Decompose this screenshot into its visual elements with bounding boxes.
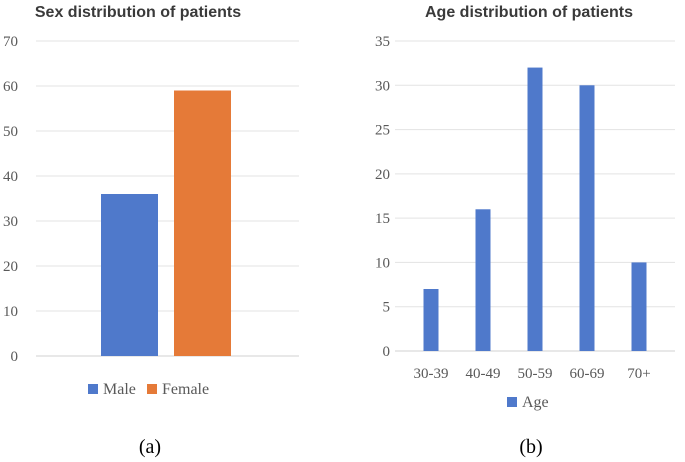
sex-distribution-chart: Sex distribution of patients 0 10 20 30 40 50… (3, 4, 299, 458)
y-tick-label: 5 (383, 300, 391, 316)
x-tick-label: 30-39 (414, 366, 449, 382)
y-tick-label: 25 (375, 123, 390, 139)
legend-label-male: Male (103, 381, 136, 398)
legend: Age (507, 394, 549, 411)
y-axis-ticks: 0 5 10 15 20 25 30 35 (375, 34, 390, 360)
y-tick-label: 0 (383, 344, 391, 360)
panel-label-b: (b) (519, 436, 542, 458)
bar-age-4 (631, 262, 647, 351)
y-tick-label: 20 (375, 167, 390, 183)
y-tick-label: 50 (3, 124, 18, 140)
chart-title: Sex distribution of patients (35, 4, 241, 21)
x-axis-ticks: 30-39 40-49 50-59 60-69 70+ (414, 366, 651, 382)
x-tick-label: 70+ (627, 366, 650, 382)
legend: Male Female (88, 381, 209, 398)
y-tick-label: 70 (3, 34, 18, 50)
x-tick-label: 40-49 (466, 366, 501, 382)
bars (101, 90, 231, 356)
legend-label-female: Female (162, 381, 209, 398)
legend-swatch-female (147, 384, 157, 394)
y-tick-label: 0 (11, 349, 19, 365)
y-tick-label: 15 (375, 211, 390, 227)
panel-label-a: (a) (139, 436, 161, 458)
y-tick-label: 35 (375, 34, 390, 50)
legend-label-age: Age (522, 394, 549, 411)
y-tick-label: 30 (3, 214, 18, 230)
bar-age-2 (527, 67, 543, 352)
age-distribution-chart: Age distribution of patients 0 5 10 15 20 25 3… (375, 4, 675, 458)
gridlines (36, 40, 299, 357)
bar-male (101, 194, 158, 356)
y-axis-ticks: 0 10 20 30 40 50 60 70 (3, 34, 18, 365)
legend-swatch-age (507, 397, 517, 407)
bar-age-1 (475, 209, 491, 351)
y-tick-label: 10 (3, 304, 18, 320)
x-tick-label: 50-59 (518, 366, 553, 382)
y-tick-label: 60 (3, 79, 18, 95)
y-tick-label: 40 (3, 169, 18, 185)
bars (423, 67, 647, 352)
y-tick-label: 10 (375, 255, 390, 271)
y-tick-label: 30 (375, 78, 390, 94)
bar-age-0 (423, 289, 439, 351)
bar-age-3 (579, 85, 595, 352)
x-tick-label: 60-69 (570, 366, 605, 382)
legend-swatch-male (88, 384, 98, 394)
y-tick-label: 20 (3, 259, 18, 275)
chart-title: Age distribution of patients (425, 4, 633, 21)
bar-female (174, 90, 231, 356)
